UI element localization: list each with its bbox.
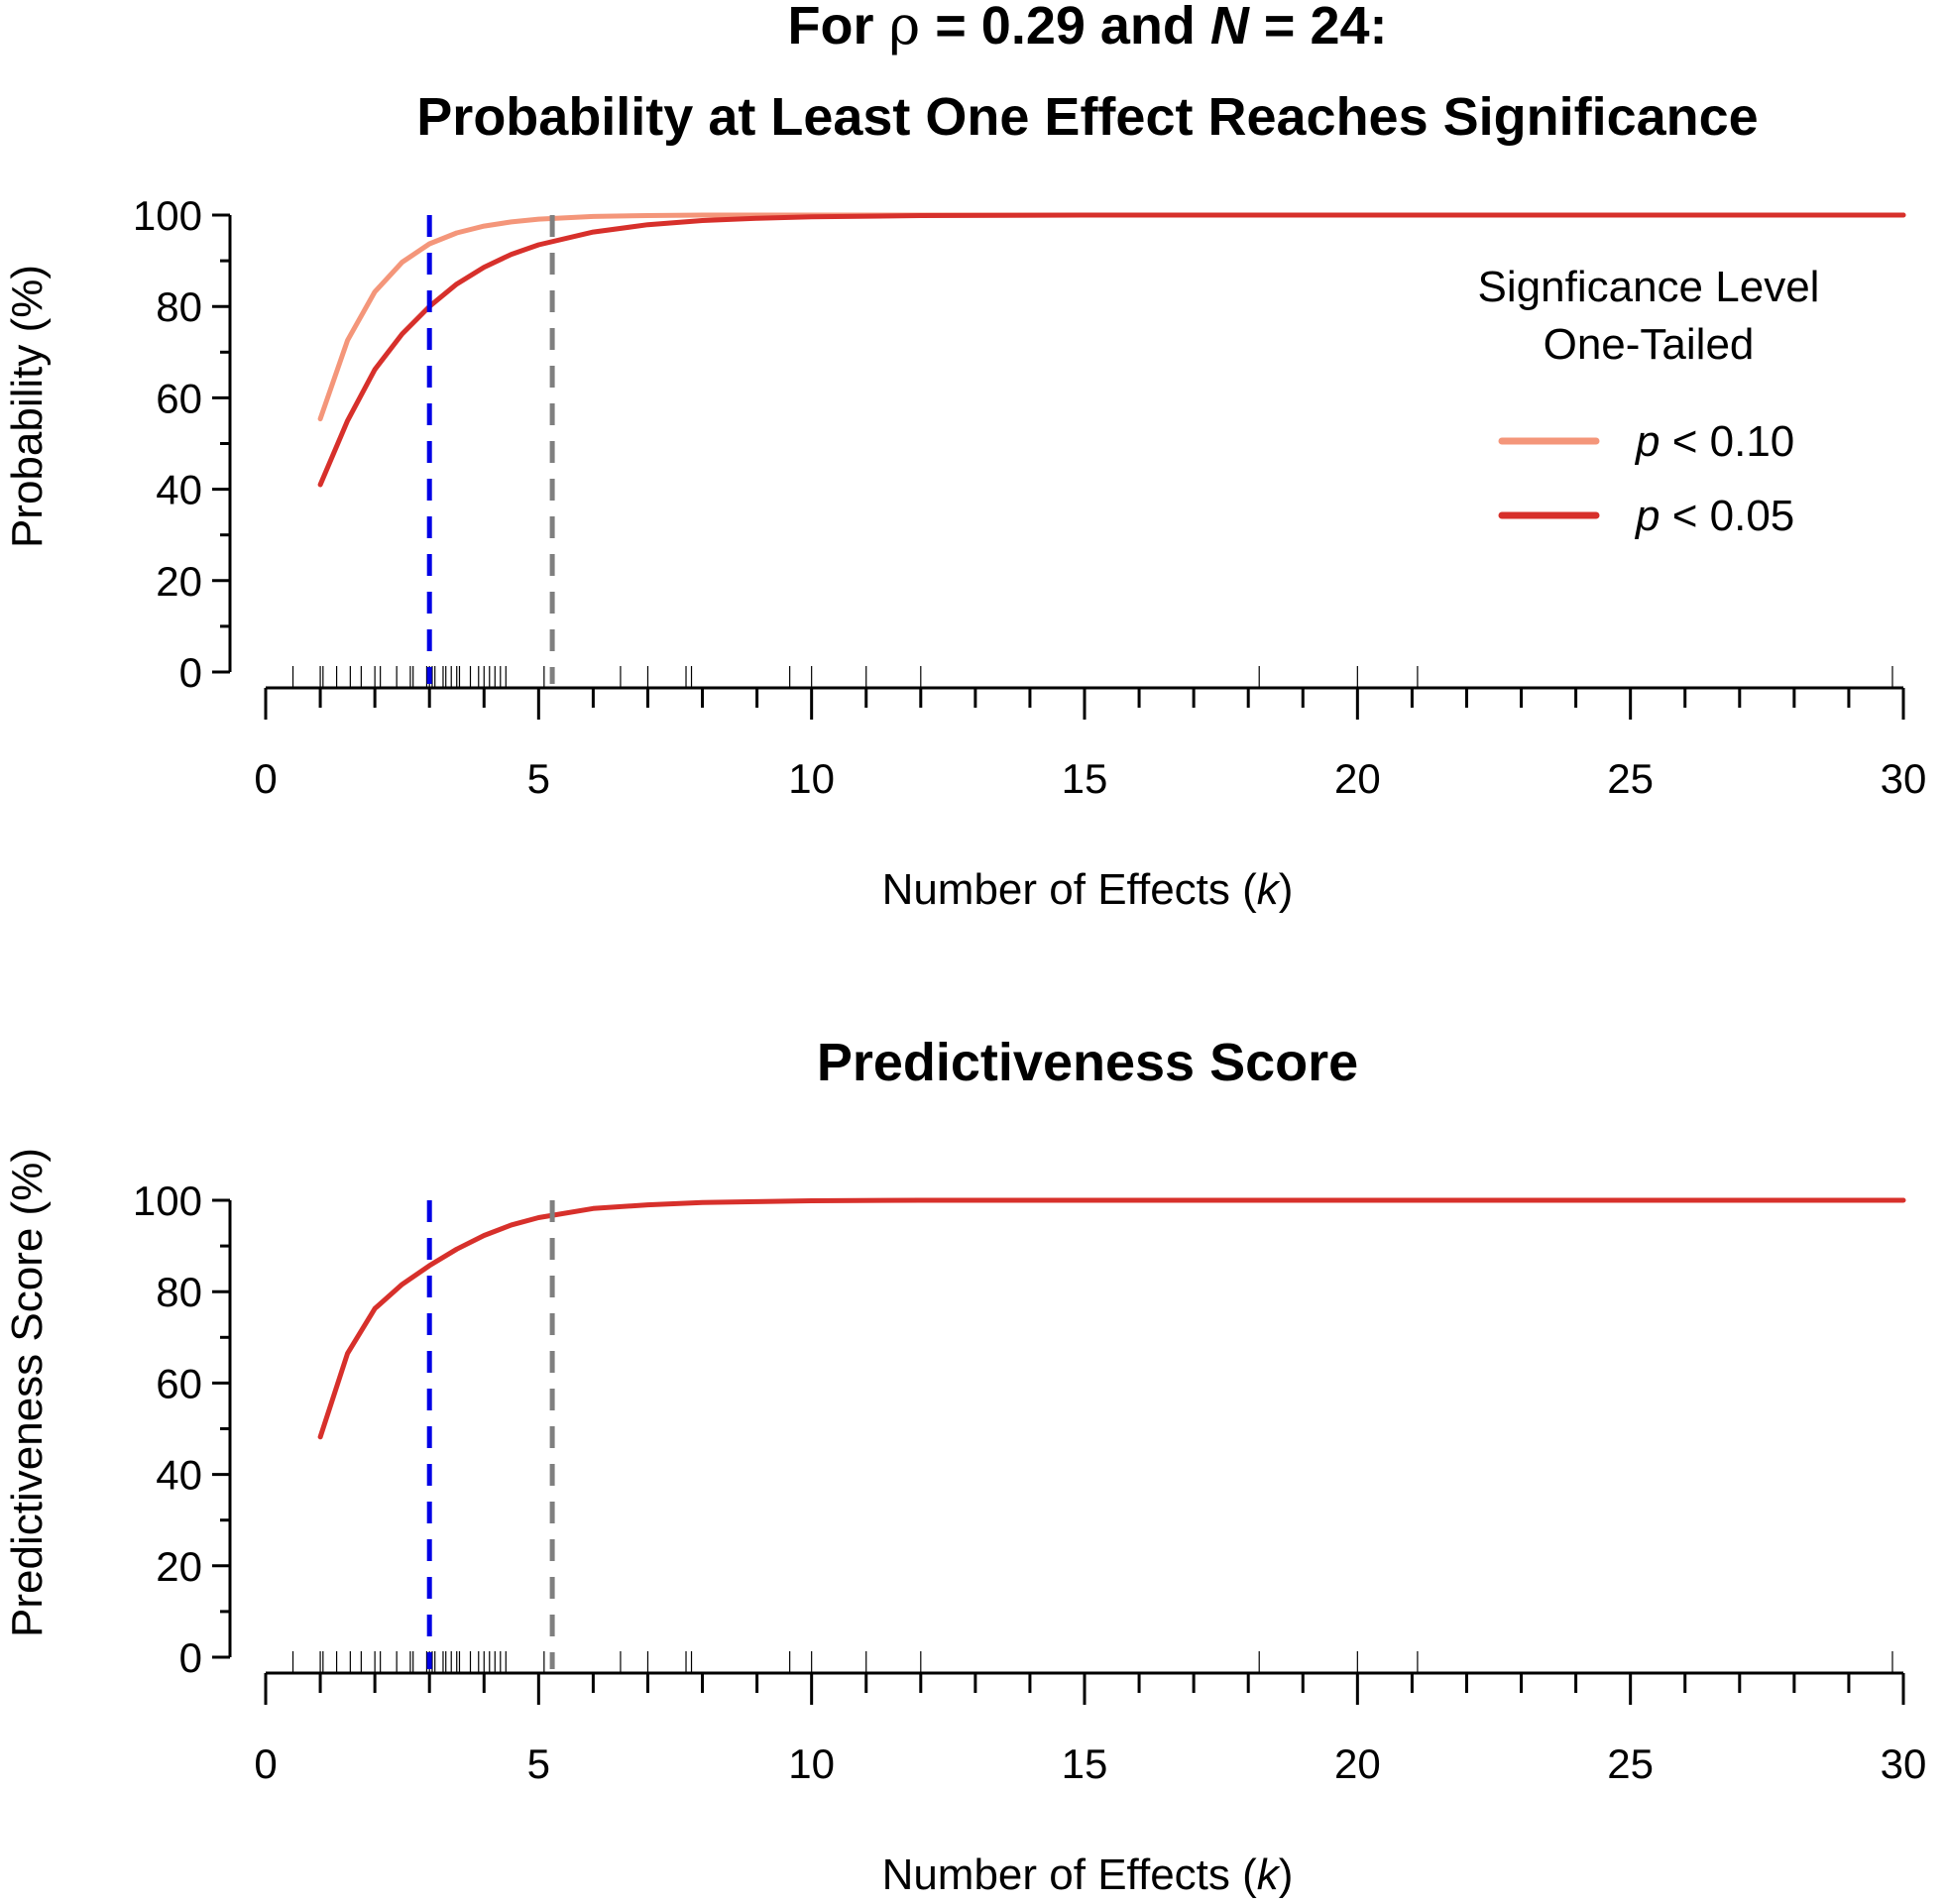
y-tick-label: 40 <box>156 1452 202 1499</box>
x-tick-label: 30 <box>1881 1740 1927 1787</box>
chart-title-line1: For ρ = 0.29 and N = 24: <box>788 0 1388 56</box>
legend-label-p010: p < 0.10 <box>1634 417 1794 466</box>
x-tick-label: 5 <box>527 755 550 802</box>
y-tick-label: 40 <box>156 467 202 513</box>
y-tick-label: 80 <box>156 283 202 330</box>
x-tick-label: 0 <box>254 755 277 802</box>
chart-title-line2: Probability at Least One Effect Reaches … <box>416 87 1758 147</box>
y-tick-label: 60 <box>156 1360 202 1406</box>
x-tick-label: 20 <box>1334 1740 1381 1787</box>
x-tick-label: 10 <box>788 1740 835 1787</box>
legend: Signficance Level One-Tailed p < 0.10 p … <box>1478 263 1820 540</box>
legend-title-line1: Signficance Level <box>1478 263 1820 311</box>
legend-title-line2: One-Tailed <box>1544 320 1755 369</box>
chart-title: Predictiveness Score <box>817 1033 1358 1092</box>
y-tick-label: 100 <box>133 192 202 239</box>
series-line-0 <box>317 1197 1906 1440</box>
plot-elements: 0 20 40 60 80 100 0 5 10 15 20 25 30 <box>133 192 1926 802</box>
x-tick-label: 15 <box>1062 1740 1108 1787</box>
x-tick-label: 30 <box>1881 755 1927 802</box>
plot-elements: 0 20 40 60 80 100 0 5 10 15 20 25 30 <box>133 1177 1926 1787</box>
x-axis-title: Number of Effects (k) <box>882 865 1294 914</box>
x-tick-label: 10 <box>788 755 835 802</box>
x-axis-title: Number of Effects (k) <box>882 1850 1294 1899</box>
x-tick-label: 25 <box>1607 1740 1654 1787</box>
y-tick-label: 100 <box>133 1177 202 1224</box>
y-axis-title: Predictiveness Score (%) <box>3 1148 52 1637</box>
y-tick-label: 20 <box>156 1543 202 1590</box>
y-tick-label: 80 <box>156 1269 202 1315</box>
series-line-0 <box>317 212 1906 422</box>
probability-panel: For ρ = 0.29 and N = 24: Probability at … <box>3 0 1926 914</box>
predictiveness-panel: Predictiveness Score Predictiveness Scor… <box>3 1033 1926 1899</box>
series-line-1 <box>317 212 1906 488</box>
x-tick-label: 0 <box>254 1740 277 1787</box>
y-tick-label: 20 <box>156 558 202 605</box>
y-tick-label: 0 <box>179 649 202 696</box>
y-tick-label: 0 <box>179 1634 202 1681</box>
y-tick-label: 60 <box>156 375 202 421</box>
y-axis-title: Probability (%) <box>3 265 52 548</box>
x-tick-label: 15 <box>1062 755 1108 802</box>
x-tick-label: 25 <box>1607 755 1654 802</box>
legend-label-p005: p < 0.05 <box>1634 492 1794 540</box>
x-tick-label: 5 <box>527 1740 550 1787</box>
x-tick-label: 20 <box>1334 755 1381 802</box>
